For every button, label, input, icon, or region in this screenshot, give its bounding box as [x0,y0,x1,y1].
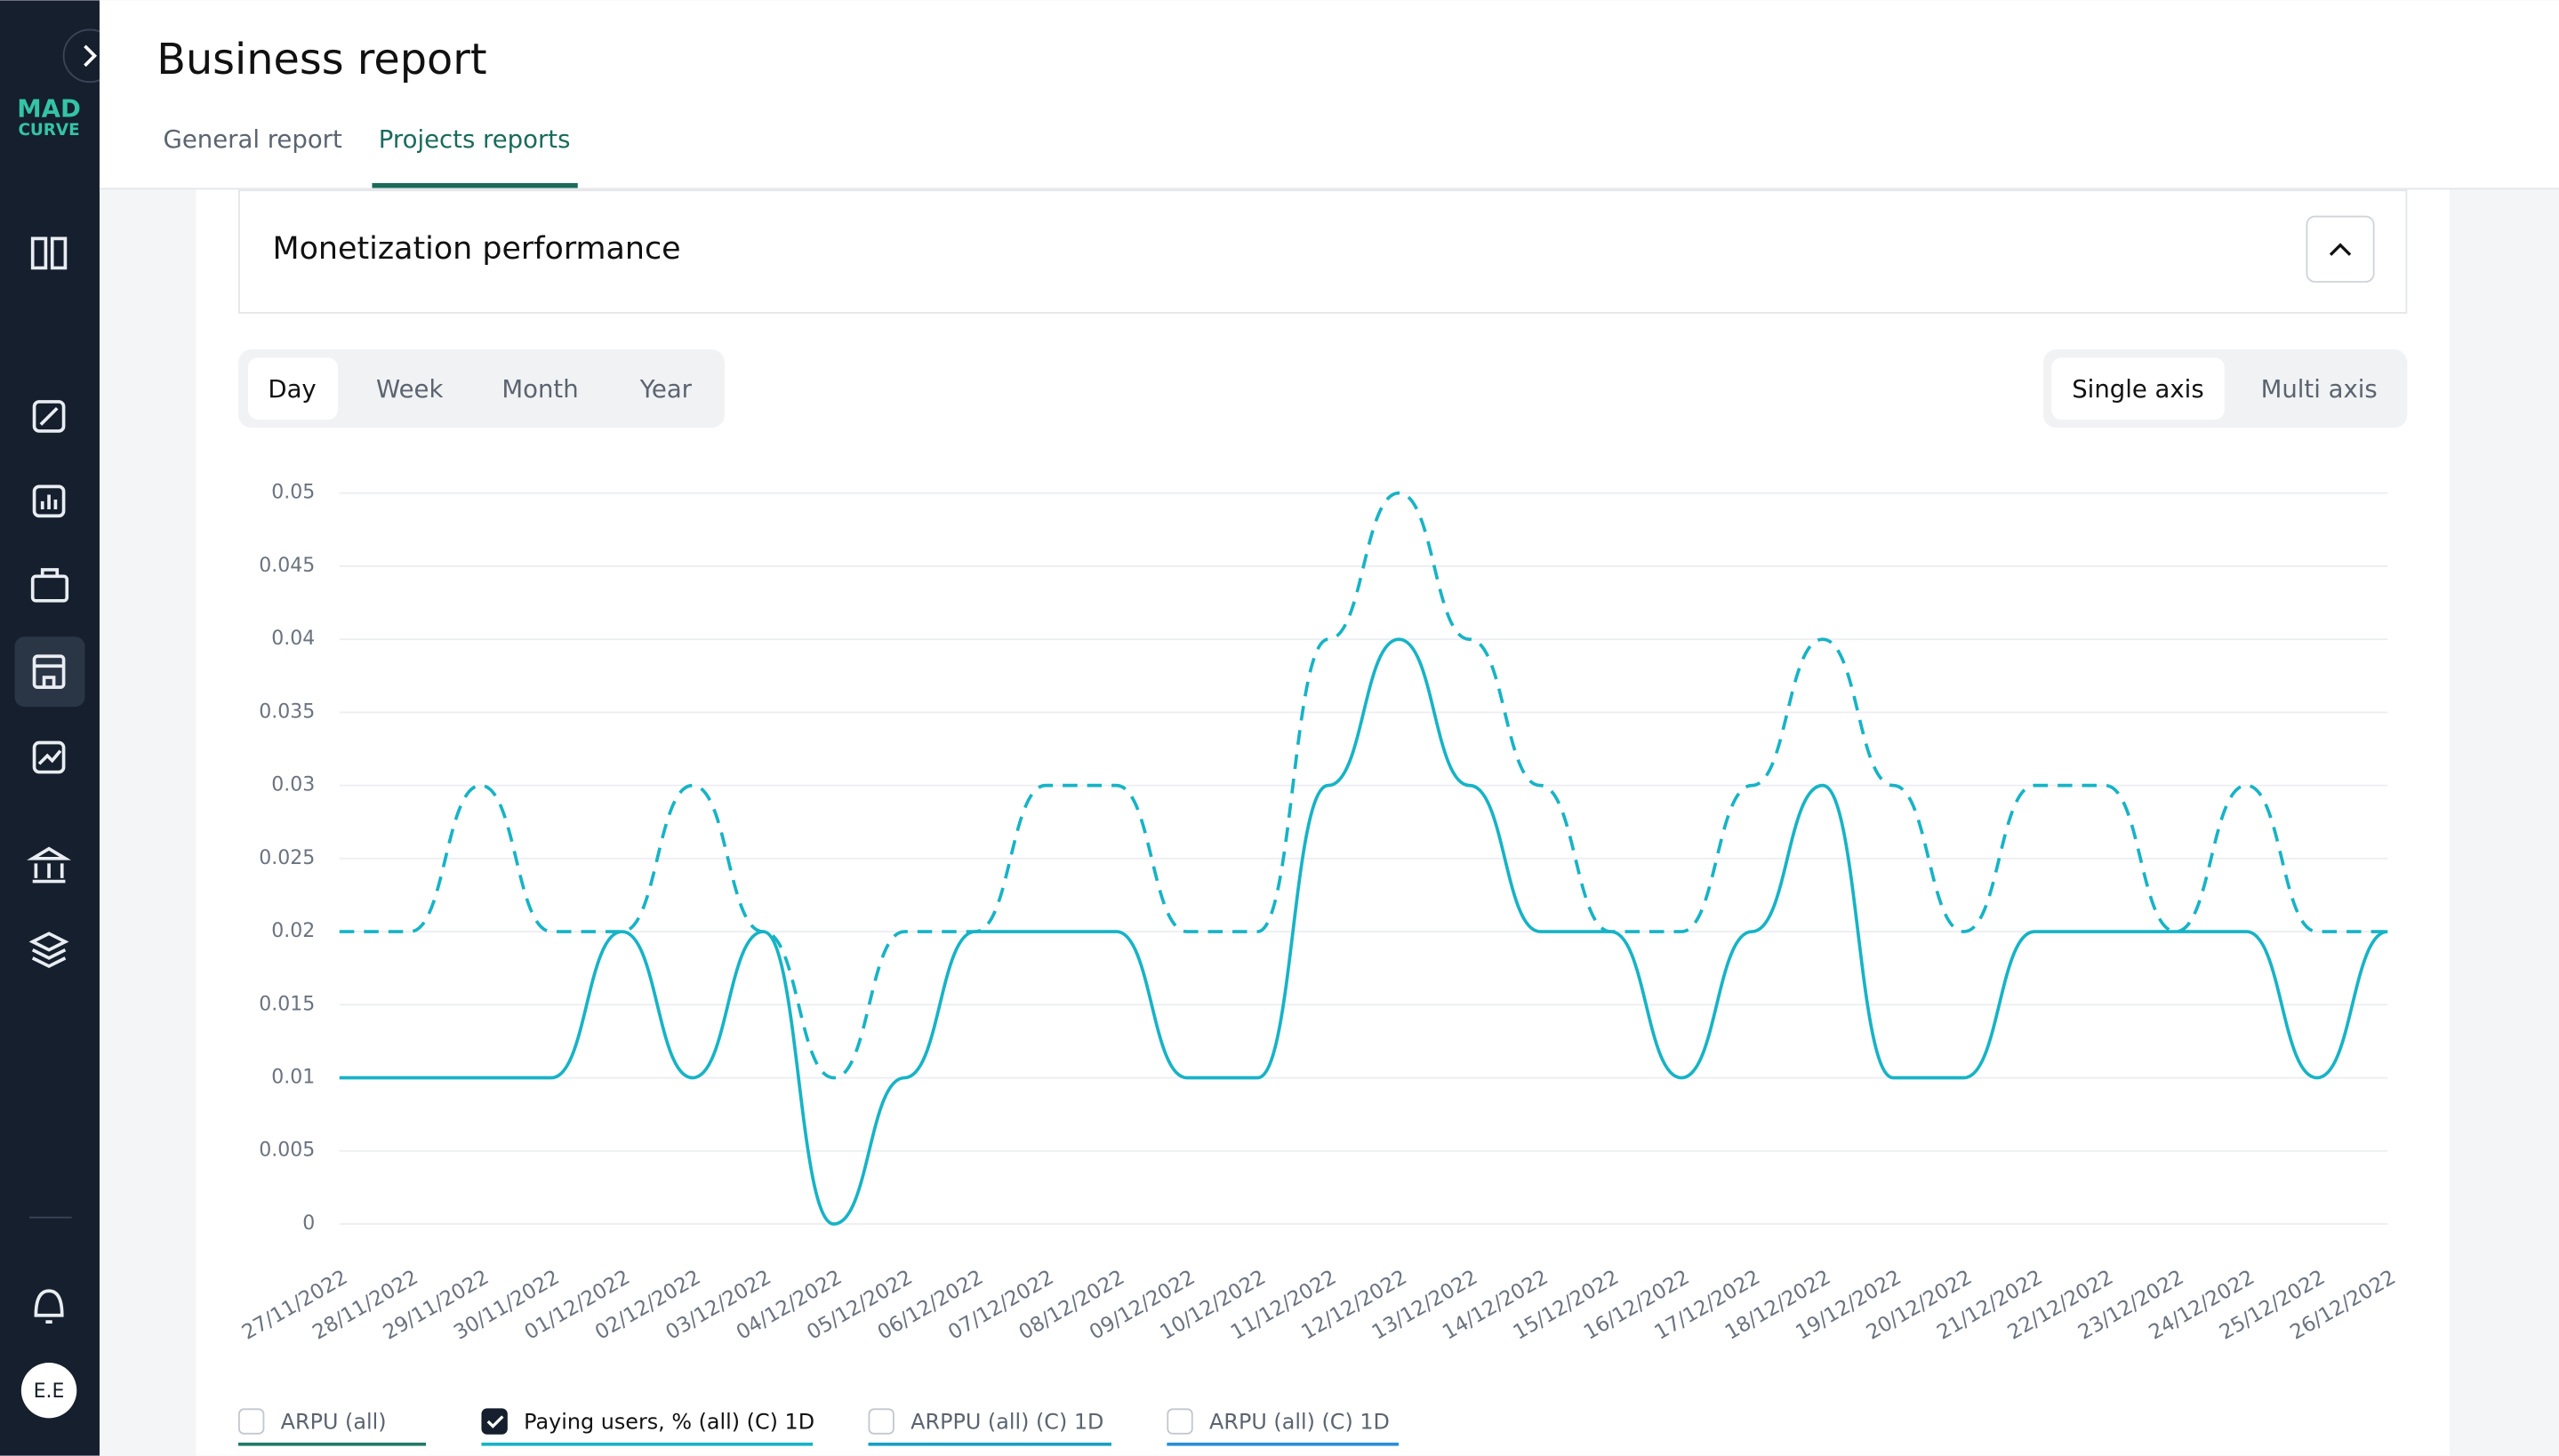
axis-active [2051,357,2225,420]
period-option[interactable]: Day [268,375,316,404]
section-title: Monetization performance [273,231,681,267]
legend-checkbox[interactable] [237,1408,265,1435]
page-title: Business report [156,36,486,84]
y-tick-label: 0.01 [271,1067,315,1089]
toggle-icon [84,44,98,68]
nav-active [14,636,85,708]
y-tick-label: 0.05 [271,482,315,504]
nav-briefcase-handle [40,568,60,577]
nav-icons [27,654,72,969]
nav-trend[interactable] [32,740,66,774]
tab-underline [372,182,578,188]
y-tick-label: 0.035 [259,700,315,723]
axis-option[interactable]: Multi axis [2261,375,2378,404]
legend-label[interactable]: ARPU (all) [281,1409,387,1434]
nav-store[interactable] [32,654,66,689]
legend-underline [481,1442,814,1446]
legend-checkbox[interactable] [868,1408,894,1435]
period-option[interactable]: Week [376,375,443,404]
y-tick-label: 0.015 [259,993,315,1015]
nav-percent[interactable] [32,400,66,433]
tab[interactable]: General report [164,125,342,154]
line-dashed [339,491,2388,1080]
nav-layers[interactable] [28,932,69,969]
nav-briefcase[interactable] [30,574,69,603]
y-tick-label: 0.04 [271,628,315,650]
line [339,637,2388,1226]
period-option[interactable]: Month [501,375,578,404]
legend-underline [237,1442,427,1446]
notifications[interactable] [34,1289,64,1324]
nav-chart-bars [40,494,58,510]
logo: CURVE [18,121,79,140]
collapse-button[interactable] [2306,215,2375,283]
section-header [237,189,2408,314]
check-mark [486,1415,504,1428]
legend-checkbox[interactable] [1167,1408,1193,1435]
period-switch [237,349,725,428]
nav-percent-mark [39,406,59,426]
legend-checkbox[interactable] [481,1408,508,1435]
nav-chart[interactable] [32,484,66,518]
period-active [247,357,338,420]
avatar[interactable] [20,1362,77,1419]
y-tick-label: 0.025 [259,847,315,869]
axis-option[interactable]: Single axis [2072,375,2203,404]
y-tick-label: 0 [302,1212,315,1235]
avatar-initials: E.E [34,1380,65,1403]
y-tick-label: 0.03 [271,774,315,796]
tab-active[interactable]: Projects reports [379,125,571,154]
y-tick-label: 0.045 [259,555,315,577]
nav-bank[interactable] [27,846,72,884]
legend-underline [868,1442,1111,1446]
legend-label[interactable]: Paying users, % (all) (C) 1D [524,1409,814,1434]
header [99,0,2559,188]
sidebar [0,0,100,1456]
legend-underline [1167,1442,1399,1446]
collapse-icon [2329,243,2352,256]
logo: MAD [17,94,81,123]
y-tick-label: 0.005 [259,1140,315,1162]
nav-trend-mark [37,749,62,765]
nav-store-mark [34,664,64,688]
nav-icons [30,236,69,603]
y-tick-label: 0.02 [271,920,315,942]
legend-label[interactable]: ARPU (all) (C) 1D [1209,1409,1390,1434]
nav-book[interactable] [30,236,68,270]
legend-label[interactable]: ARPPU (all) (C) 1D [910,1409,1103,1434]
period-option[interactable]: Year [639,375,693,404]
